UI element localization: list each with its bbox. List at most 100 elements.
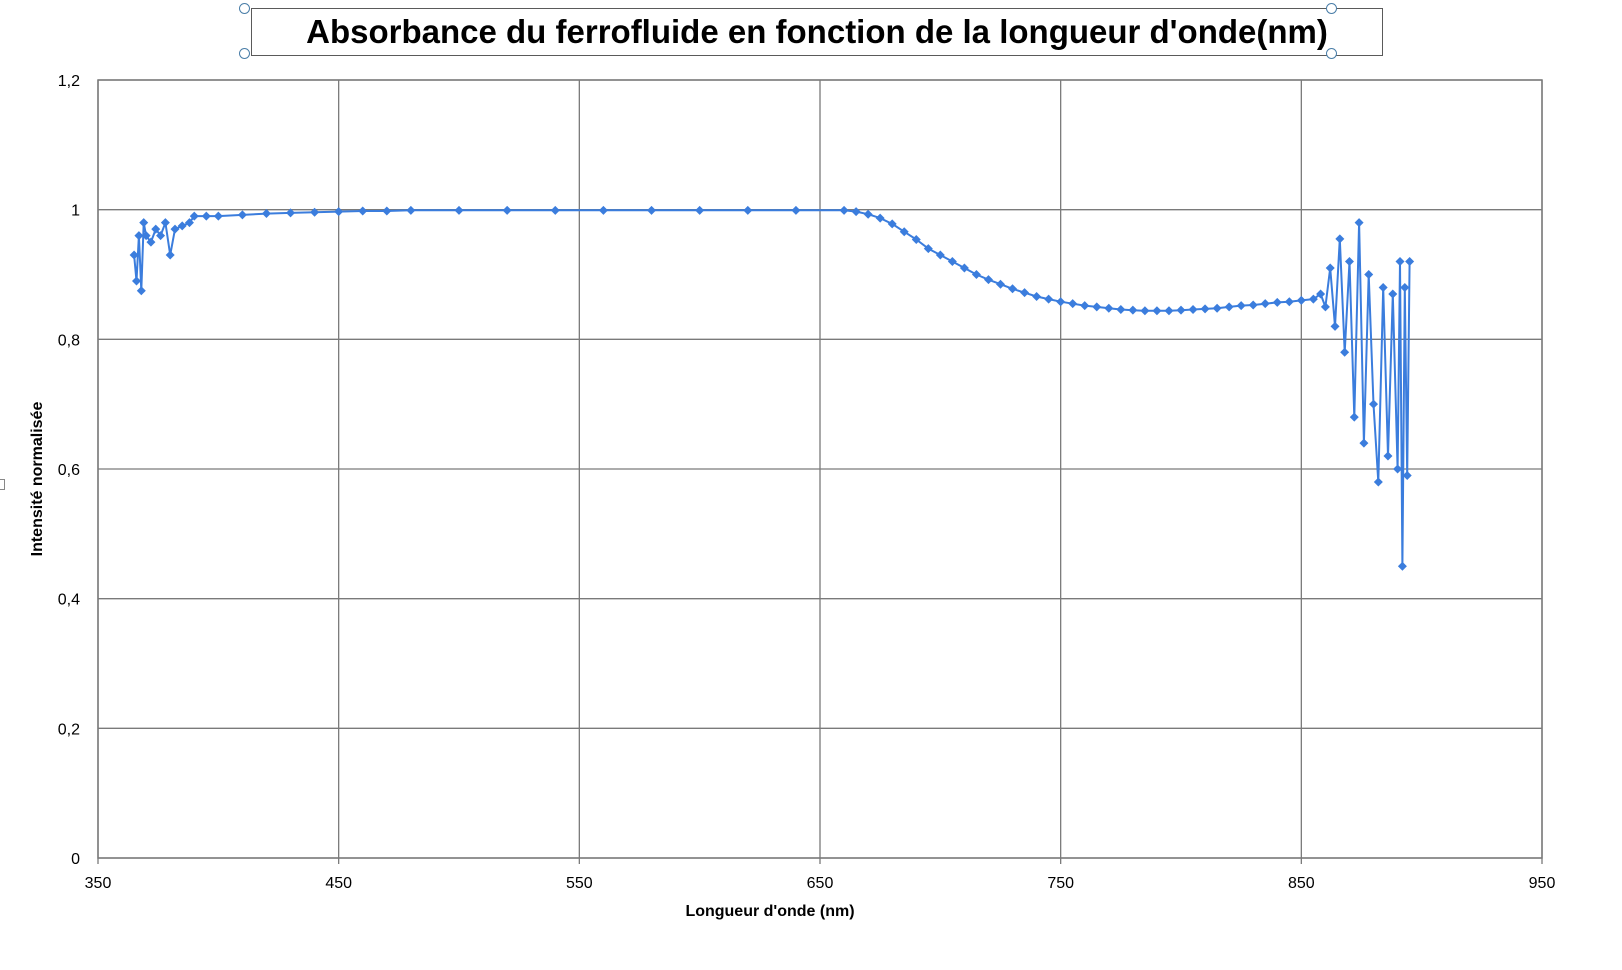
y-tick-label: 1,2	[58, 73, 80, 90]
data-point	[923, 244, 933, 254]
data-point	[1325, 263, 1335, 273]
data-point	[959, 263, 969, 273]
title-resize-handle-bottom-left[interactable]	[239, 48, 250, 59]
data-point	[1388, 289, 1398, 299]
data-point	[1405, 257, 1415, 267]
data-point	[1383, 451, 1393, 461]
title-resize-handle-top-left[interactable]	[239, 3, 250, 14]
data-point	[151, 224, 161, 234]
data-point	[1092, 302, 1102, 312]
data-point	[1164, 306, 1174, 316]
data-point	[189, 211, 199, 221]
data-point	[406, 205, 416, 215]
data-point	[983, 275, 993, 285]
data-point	[1188, 305, 1198, 315]
data-point	[1140, 306, 1150, 316]
data-point	[310, 207, 320, 217]
data-point	[1080, 301, 1090, 311]
data-point	[1020, 288, 1030, 298]
data-point	[132, 276, 142, 286]
data-point	[170, 224, 180, 234]
edge-marker	[0, 479, 5, 490]
data-point	[1284, 297, 1294, 307]
x-tick-label: 850	[1288, 875, 1315, 892]
x-tick-label: 450	[325, 875, 352, 892]
data-point	[1056, 297, 1066, 307]
data-point	[1248, 300, 1258, 310]
data-point	[201, 211, 211, 221]
data-point	[791, 205, 801, 215]
data-point	[1212, 303, 1222, 313]
data-point	[1176, 305, 1186, 315]
data-point	[875, 213, 885, 223]
data-point	[695, 205, 705, 215]
x-tick-label: 350	[85, 875, 112, 892]
data-point	[1395, 257, 1405, 267]
data-point	[502, 205, 512, 215]
y-tick-label: 0,4	[58, 592, 80, 609]
data-point	[911, 234, 921, 244]
data-point	[1393, 464, 1403, 474]
x-tick-label: 550	[566, 875, 593, 892]
x-tick-label: 950	[1529, 875, 1556, 892]
data-point	[1224, 302, 1234, 312]
data-point	[1402, 470, 1412, 480]
data-point	[1320, 302, 1330, 312]
data-point	[1335, 234, 1345, 244]
axis-labels: 0 0,2 0,4 0,6 0,8 1 1,2 350 450 550 650 750 850 950 Lo…	[29, 73, 1555, 920]
data-point	[1260, 299, 1270, 309]
axes	[97, 79, 1543, 864]
data-point	[160, 218, 170, 228]
data-point	[935, 250, 945, 260]
data-point	[1236, 301, 1246, 311]
data-point	[1152, 306, 1162, 316]
data-point	[1008, 284, 1018, 294]
data-point	[156, 231, 166, 241]
data-point	[1373, 477, 1383, 487]
data-point	[1200, 304, 1210, 314]
series-line	[133, 209, 1411, 568]
data-point	[139, 218, 149, 228]
data-point	[1344, 257, 1354, 267]
x-axis-label: Longueur d'onde (nm)	[685, 903, 854, 920]
data-point	[358, 206, 368, 216]
data-point	[141, 231, 151, 241]
data-point	[1364, 270, 1374, 279]
chart-title[interactable]: Absorbance du ferrofluide en fonction de…	[251, 8, 1383, 56]
data-point	[598, 205, 608, 215]
data-point	[1272, 297, 1282, 307]
data-point	[129, 250, 139, 260]
data-point	[382, 206, 392, 216]
title-resize-handle-top-right[interactable]	[1326, 3, 1337, 14]
data-point	[947, 257, 957, 267]
data-point	[647, 205, 657, 215]
data-point	[1308, 294, 1318, 304]
title-resize-handle-bottom-right[interactable]	[1326, 48, 1337, 59]
data-point	[1032, 292, 1042, 302]
data-point	[1400, 282, 1410, 292]
data-point	[184, 218, 194, 228]
y-tick-label: 0,6	[58, 462, 80, 479]
x-tick-label: 650	[807, 875, 834, 892]
data-point	[213, 211, 223, 221]
data-point	[887, 219, 897, 229]
data-point	[1349, 412, 1359, 422]
data-point	[165, 250, 175, 260]
data-point	[334, 207, 344, 217]
y-tick-label: 1	[71, 203, 80, 220]
data-point	[1116, 305, 1126, 315]
data-point	[1316, 289, 1326, 299]
data-point	[261, 209, 271, 219]
data-point	[851, 207, 861, 217]
y-tick-label: 0	[71, 851, 80, 868]
y-axis-label: Intensité normalisée	[29, 402, 46, 557]
data-series	[129, 205, 1415, 571]
data-point	[286, 208, 296, 218]
data-point	[1354, 218, 1364, 228]
data-point	[1397, 561, 1407, 571]
data-point	[177, 221, 187, 231]
data-point	[1378, 282, 1388, 292]
data-point	[1359, 438, 1369, 448]
